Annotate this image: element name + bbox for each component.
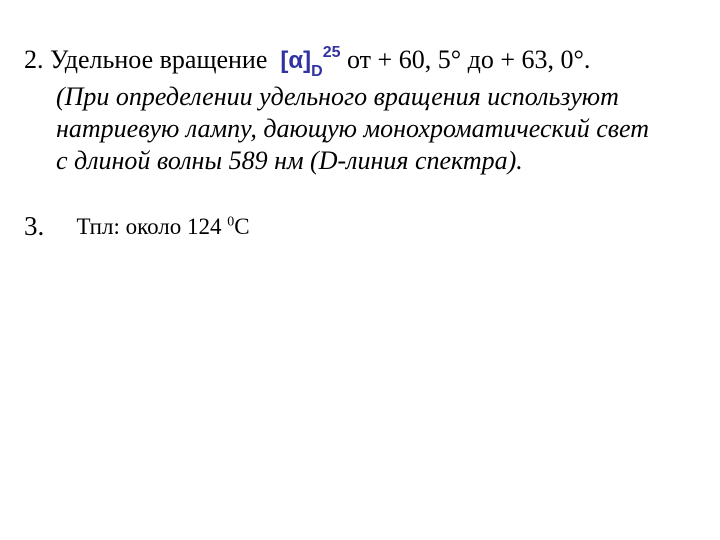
item-3-body: Тпл: около 124 0С bbox=[77, 213, 250, 241]
item-2-lead: Удельное вращение bbox=[50, 45, 267, 74]
item-3-line: 3. Тпл: около 124 0С bbox=[24, 210, 690, 243]
document-page: 2. Удельное вращение [α]D25 от + 60, 5° … bbox=[0, 0, 720, 243]
item-3-number: 3. bbox=[24, 210, 70, 243]
item-2-note: (При определении удельного вращения испо… bbox=[56, 81, 650, 176]
optical-rotation-symbol: [α]D25 bbox=[280, 47, 340, 74]
item-2-tail: от + 60, 5° до + 63, 0°. bbox=[347, 45, 590, 74]
item-2-number: 2. bbox=[24, 45, 44, 74]
item-2-line: 2. Удельное вращение [α]D25 от + 60, 5° … bbox=[24, 44, 690, 79]
